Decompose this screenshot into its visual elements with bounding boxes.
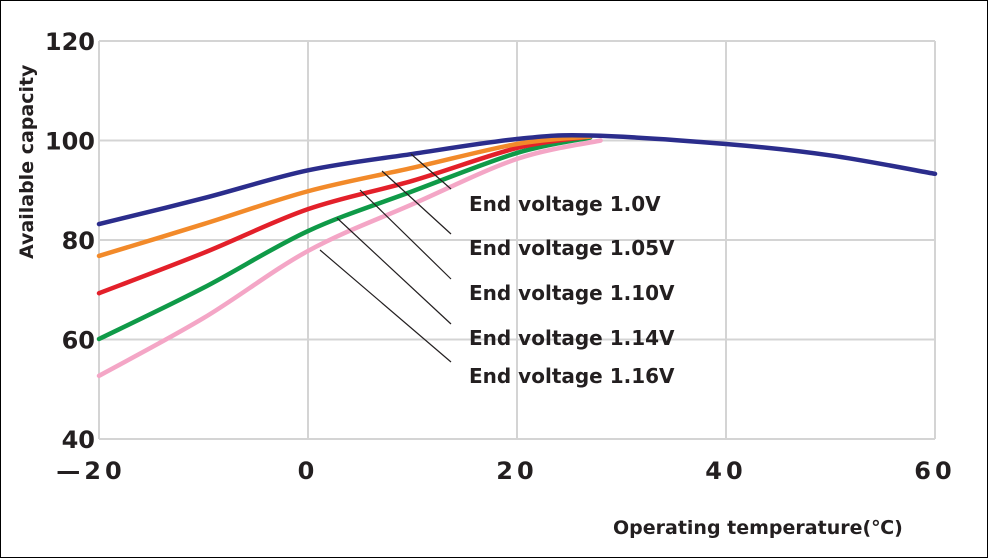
x-tick-label: —20 <box>56 457 125 485</box>
x-tick-label: 40 <box>705 457 746 485</box>
series-line-2 <box>96 134 593 296</box>
x-axis-label: Operating temperature(℃) <box>613 517 903 539</box>
series-line-1 <box>96 134 593 259</box>
leader-line <box>381 170 452 235</box>
y-tick-label: 60 <box>62 327 95 355</box>
y-tick-label: 80 <box>62 227 95 255</box>
series-line-0 <box>96 133 938 227</box>
leader-line <box>319 249 452 363</box>
x-tick-label: 20 <box>496 457 537 485</box>
y-axis-label: Available capacity <box>16 64 38 259</box>
leader-line <box>410 153 452 190</box>
series-label: End voltage 1.05V <box>469 236 675 260</box>
series-label: End voltage 1.16V <box>469 364 675 388</box>
leader-line <box>359 189 452 280</box>
x-tick-label: 60 <box>914 457 955 485</box>
series-label: End voltage 1.10V <box>469 281 675 305</box>
series-label: End voltage 1.0V <box>469 192 661 216</box>
y-tick-label: 100 <box>45 128 95 156</box>
series-line-3 <box>96 135 593 342</box>
series-label: End voltage 1.14V <box>469 326 675 350</box>
y-tick-label: 40 <box>62 426 95 454</box>
leader-line <box>336 217 452 325</box>
y-tick-label: 120 <box>45 28 95 56</box>
x-tick-label: 0 <box>298 457 319 485</box>
